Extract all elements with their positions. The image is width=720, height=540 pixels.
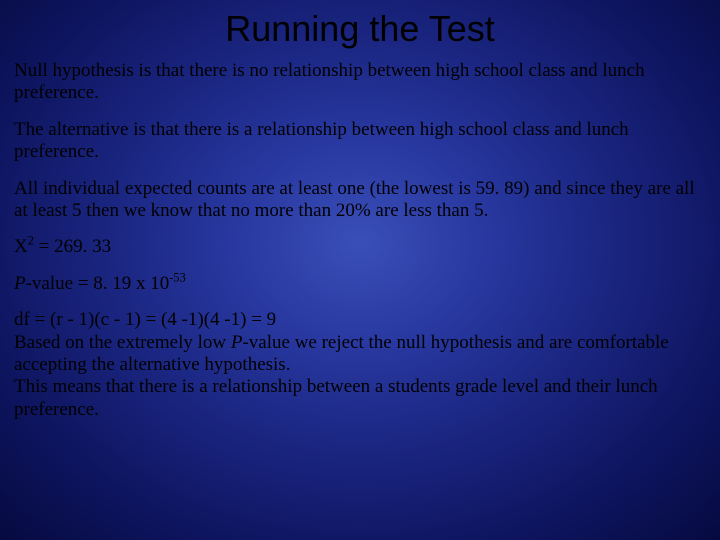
p-value-line: P-value = 8. 19 x 10-53 (14, 273, 706, 295)
chi-symbol: X (14, 236, 28, 257)
slide-container: Running the Test Null hypothesis is that… (0, 0, 720, 540)
conclusion-block: df = (r - 1)(c - 1) = (4 -1)(4 -1) = 9Ba… (14, 309, 706, 421)
paragraph-null-hypothesis: Null hypothesis is that there is no rela… (14, 60, 706, 105)
conclusion-p-italic: P (231, 332, 243, 353)
conclusion-pre: Based on the extremely low (14, 332, 231, 353)
chi-value: = 269. 33 (34, 236, 111, 257)
slide-title: Running the Test (14, 8, 706, 50)
paragraph-alternative-hypothesis: The alternative is that there is a relat… (14, 119, 706, 164)
paragraph-expected-counts: All individual expected counts are at le… (14, 178, 706, 223)
p-value-exponent: -53 (169, 271, 185, 285)
p-value-mid: -value = 8. 19 x 10 (26, 273, 170, 294)
df-line: df = (r - 1)(c - 1) = (4 -1)(4 -1) = 9 (14, 309, 276, 330)
p-value-label: P (14, 273, 26, 294)
conclusion-meaning: This means that there is a relationship … (14, 376, 658, 419)
chi-square-value: X2 = 269. 33 (14, 236, 706, 258)
